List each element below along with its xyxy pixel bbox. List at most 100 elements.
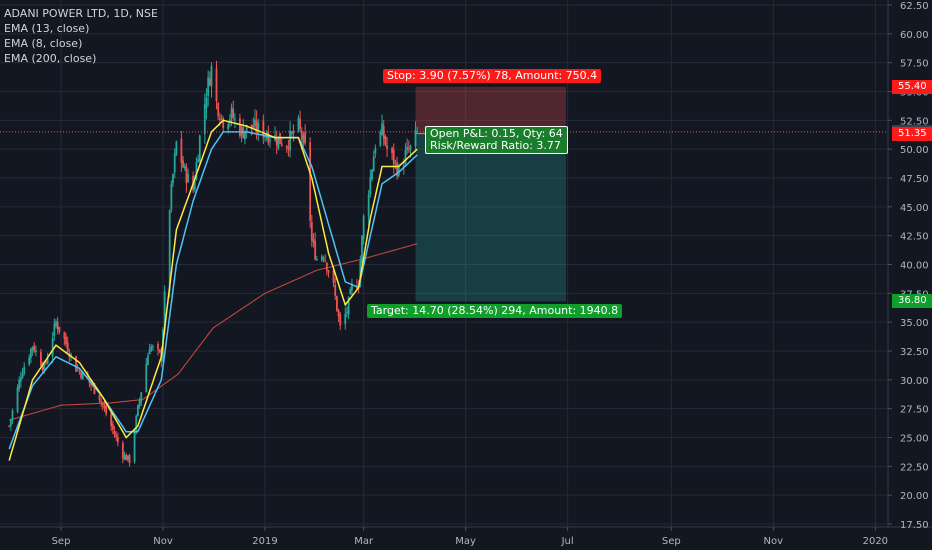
candle-down [215,68,218,102]
candle-up [347,296,350,315]
y-tick-label: 62.50 [900,1,929,12]
candle-down [116,437,119,443]
price-badge: 55.40 [892,79,932,94]
candle-down [110,413,113,426]
y-tick-label: 17.50 [900,520,929,531]
ema8-path [8,119,418,461]
ema200-legend[interactable]: EMA (200, close) [4,52,97,65]
candle-down [339,314,342,326]
candle-up [361,236,363,264]
x-tick-label: Nov [153,536,173,547]
candle-down [78,371,81,373]
y-tick-label: 52.50 [900,116,929,127]
time-axis[interactable]: Sep Nov 2019 Mar May Jul Sep Nov 2020 [52,527,888,547]
candle-up [244,131,246,140]
stop-label: Stop: 3.90 (7.57%) 78, Amount: 750.4 [383,69,602,83]
candle-down [310,221,313,241]
candle-up [210,65,213,87]
candle-up [381,123,383,135]
candle-down [262,120,265,138]
candle-down [103,405,106,408]
candle-down [105,406,108,414]
candle-down [80,372,82,378]
candle-up [322,257,325,259]
candle-down [309,142,312,221]
candle-up [315,259,318,261]
candle-up [409,145,412,150]
candle-up [21,373,24,378]
candle-up [55,321,57,326]
ema8-legend[interactable]: EMA (8, close) [4,37,83,50]
candle-down [252,125,255,129]
candle-up [133,431,136,462]
candle-down [314,240,317,260]
candle-down [56,322,59,330]
candle-up [397,166,400,176]
chart-grid [0,0,888,527]
candle-up [277,136,280,149]
candle-down [125,454,128,461]
candle-down [111,424,114,430]
candle-down [334,284,337,296]
pnl-label-box: Open P&L: 0.15, Qty: 64 Risk/Reward Rati… [425,126,568,154]
candle-down [63,332,66,339]
candle-down [285,145,288,148]
y-tick-label: 40.00 [900,261,929,272]
candle-up [81,371,84,380]
y-tick-label: 45.00 [900,203,929,214]
candle-down [304,132,307,144]
y-tick-label: 60.00 [900,30,929,41]
candle-down [275,138,278,145]
chart-legend: ADANI POWER LTD, 1D, NSE EMA (13, close)… [4,6,158,66]
candle-down [121,442,124,459]
candle-down [45,361,47,363]
candle-up [203,104,206,135]
candle-up [35,350,37,352]
candle-up [43,363,46,371]
candle-down [128,454,131,464]
ema-lines [8,119,418,461]
candle-up [31,346,34,350]
candle-up [344,314,347,325]
candle-down [382,126,385,140]
candle-down [113,431,116,435]
candle-up [406,146,409,151]
risk-reward-label: Risk/Reward Ratio: 3.77 [430,139,561,152]
candle-down [115,435,118,438]
symbol-title[interactable]: ADANI POWER LTD, 1D, NSE [4,7,158,20]
candle-down [337,310,340,317]
candle-up [135,416,138,433]
y-tick-label: 20.00 [900,491,929,502]
candle-up [46,357,49,364]
position-zones[interactable] [415,86,566,302]
candle-up [290,132,293,134]
y-tick-label: 22.50 [900,462,929,473]
candle-up [140,392,143,402]
candle-up [404,150,407,164]
candle-up [163,291,166,329]
candle-down [279,133,281,144]
candle-down [217,103,220,117]
candle-down [292,130,295,134]
candle-down [267,132,270,144]
candle-up [220,115,223,117]
candle-up [145,363,148,393]
candle-up [16,387,19,413]
candle-down [101,402,104,406]
candle-up [197,159,200,163]
candle-down [185,166,188,184]
candle-up [269,139,271,141]
ema13-legend[interactable]: EMA (13, close) [4,22,90,35]
candle-down [98,394,101,401]
candle-up [150,346,153,351]
candle-down [386,145,388,149]
candle-down [324,260,327,262]
candle-up [175,141,178,155]
candle-down [280,143,283,146]
candle-up [372,156,375,172]
candle-up [170,183,173,210]
x-tick-label: 2019 [252,536,277,547]
candlesticks [8,60,419,467]
candle-down [255,120,258,133]
